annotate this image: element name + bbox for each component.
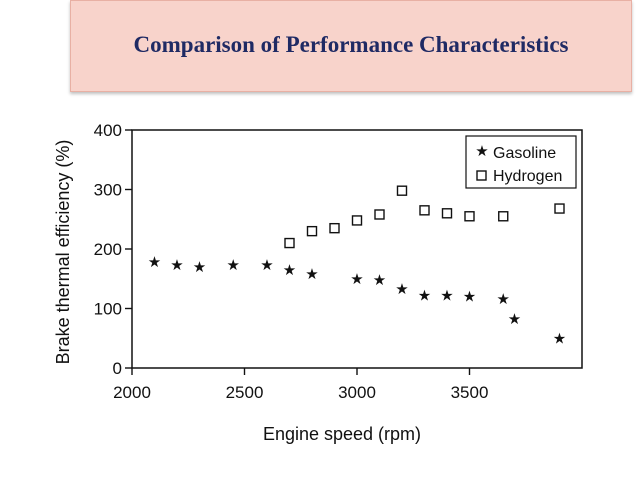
- gasoline-point: ★: [148, 254, 161, 271]
- gasoline-point: ★: [260, 257, 273, 274]
- gasoline-point: ★: [170, 257, 183, 274]
- y-axis-label: Brake thermal efficiency (%): [53, 140, 73, 365]
- gasoline-point: ★: [497, 291, 510, 308]
- legend-marker-hydrogen: [476, 170, 487, 181]
- y-tick-label: 0: [113, 359, 122, 378]
- hydrogen-point: [329, 222, 340, 234]
- gasoline-point: ★: [373, 272, 386, 289]
- y-axis-ticks: 0 100 200 300 400: [94, 121, 132, 378]
- hydrogen-point: [419, 205, 430, 216]
- gasoline-point: ★: [463, 289, 476, 306]
- gasoline-point: ★: [350, 271, 363, 288]
- gasoline-point: ★: [283, 262, 296, 279]
- x-axis-label: Engine speed (rpm): [263, 424, 421, 444]
- gasoline-point: ★: [508, 311, 521, 328]
- gasoline-point: ★: [395, 281, 408, 298]
- y-tick-label: 400: [94, 121, 122, 140]
- hydrogen-point: [374, 209, 385, 220]
- gasoline-point: ★: [553, 330, 566, 347]
- y-tick-label: 200: [94, 240, 122, 259]
- hydrogen-point: [554, 203, 565, 214]
- legend-label-hydrogen: Hydrogen: [493, 168, 562, 185]
- hydrogen-point: [284, 237, 295, 249]
- legend-marker-gasoline: ★: [475, 143, 488, 160]
- hydrogen-point: [498, 211, 509, 222]
- x-tick-label: 2000: [113, 383, 151, 402]
- hydrogen-point: [441, 208, 453, 219]
- x-tick-label: 3500: [451, 383, 489, 402]
- legend-label-gasoline: Gasoline: [493, 145, 556, 162]
- legend: ★ Gasoline Hydrogen: [465, 135, 577, 189]
- hydrogen-point: [306, 225, 318, 237]
- slide-title: Comparison of Performance Characteristic…: [133, 32, 569, 57]
- legend-box: [465, 135, 577, 189]
- gasoline-point: ★: [305, 266, 318, 283]
- gasoline-point: ★: [440, 287, 453, 304]
- y-tick-label: 100: [94, 300, 122, 319]
- data-points: ★ ★ ★ ★ ★ ★ ★ ★ ★ ★ ★ ★ ★ ★ ★ ★: [148, 185, 566, 347]
- hydrogen-point: [396, 185, 408, 196]
- gasoline-point: ★: [227, 257, 240, 274]
- x-axis-ticks: 2000 2500 3000 3500: [113, 368, 488, 402]
- x-tick-label: 2500: [226, 383, 264, 402]
- gasoline-point: ★: [193, 259, 206, 276]
- title-banner: Comparison of Performance Characteristic…: [70, 0, 632, 92]
- y-tick-label: 300: [94, 181, 122, 200]
- gasoline-point: ★: [418, 287, 431, 304]
- x-tick-label: 3000: [338, 383, 376, 402]
- hydrogen-point: [464, 211, 475, 222]
- hydrogen-point: [351, 215, 363, 226]
